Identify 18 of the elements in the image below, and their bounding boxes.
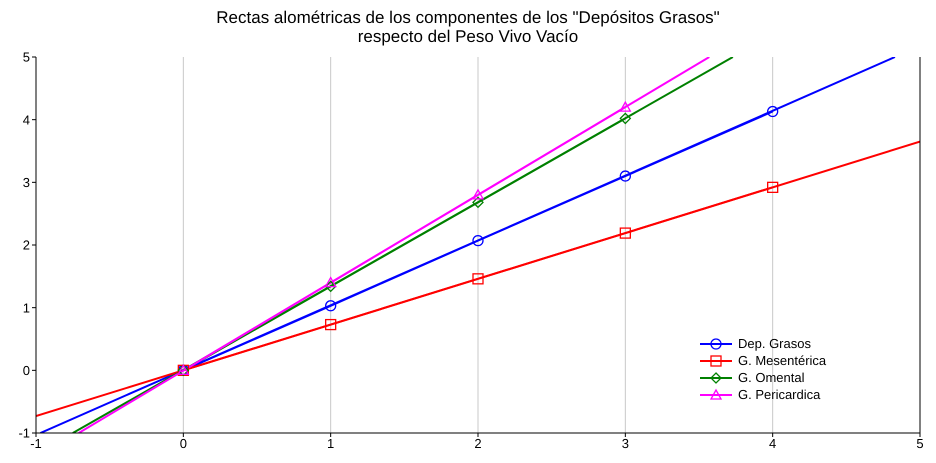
- x-tick-label: 4: [769, 436, 776, 452]
- legend-label: Dep. Grasos: [738, 336, 811, 351]
- y-tick-label: 5: [22, 50, 30, 65]
- x-tick-label: 2: [474, 436, 482, 452]
- y-tick-label: 1: [22, 300, 30, 316]
- y-tick-label: 2: [22, 238, 30, 253]
- y-tick-label: 0: [22, 362, 30, 378]
- x-tick-label: 0: [180, 436, 187, 452]
- x-tick-label: 3: [622, 436, 629, 452]
- chart-title: Rectas alométricas de los componentes de los "Depósitos Grasos" respecto del Peso Vivo Vacío: [215, 8, 721, 46]
- x-tick-label: 1: [327, 436, 334, 452]
- legend-label: G. Pericardica: [738, 387, 820, 402]
- x-tick-label: 5: [916, 436, 924, 452]
- legend-label: G. Omental: [738, 370, 804, 385]
- y-tick-label: 3: [22, 174, 30, 190]
- legend-label: G. Mesentérica: [738, 353, 826, 368]
- y-tick-label: 4: [22, 112, 30, 128]
- y-tick-label: -1: [18, 426, 30, 441]
